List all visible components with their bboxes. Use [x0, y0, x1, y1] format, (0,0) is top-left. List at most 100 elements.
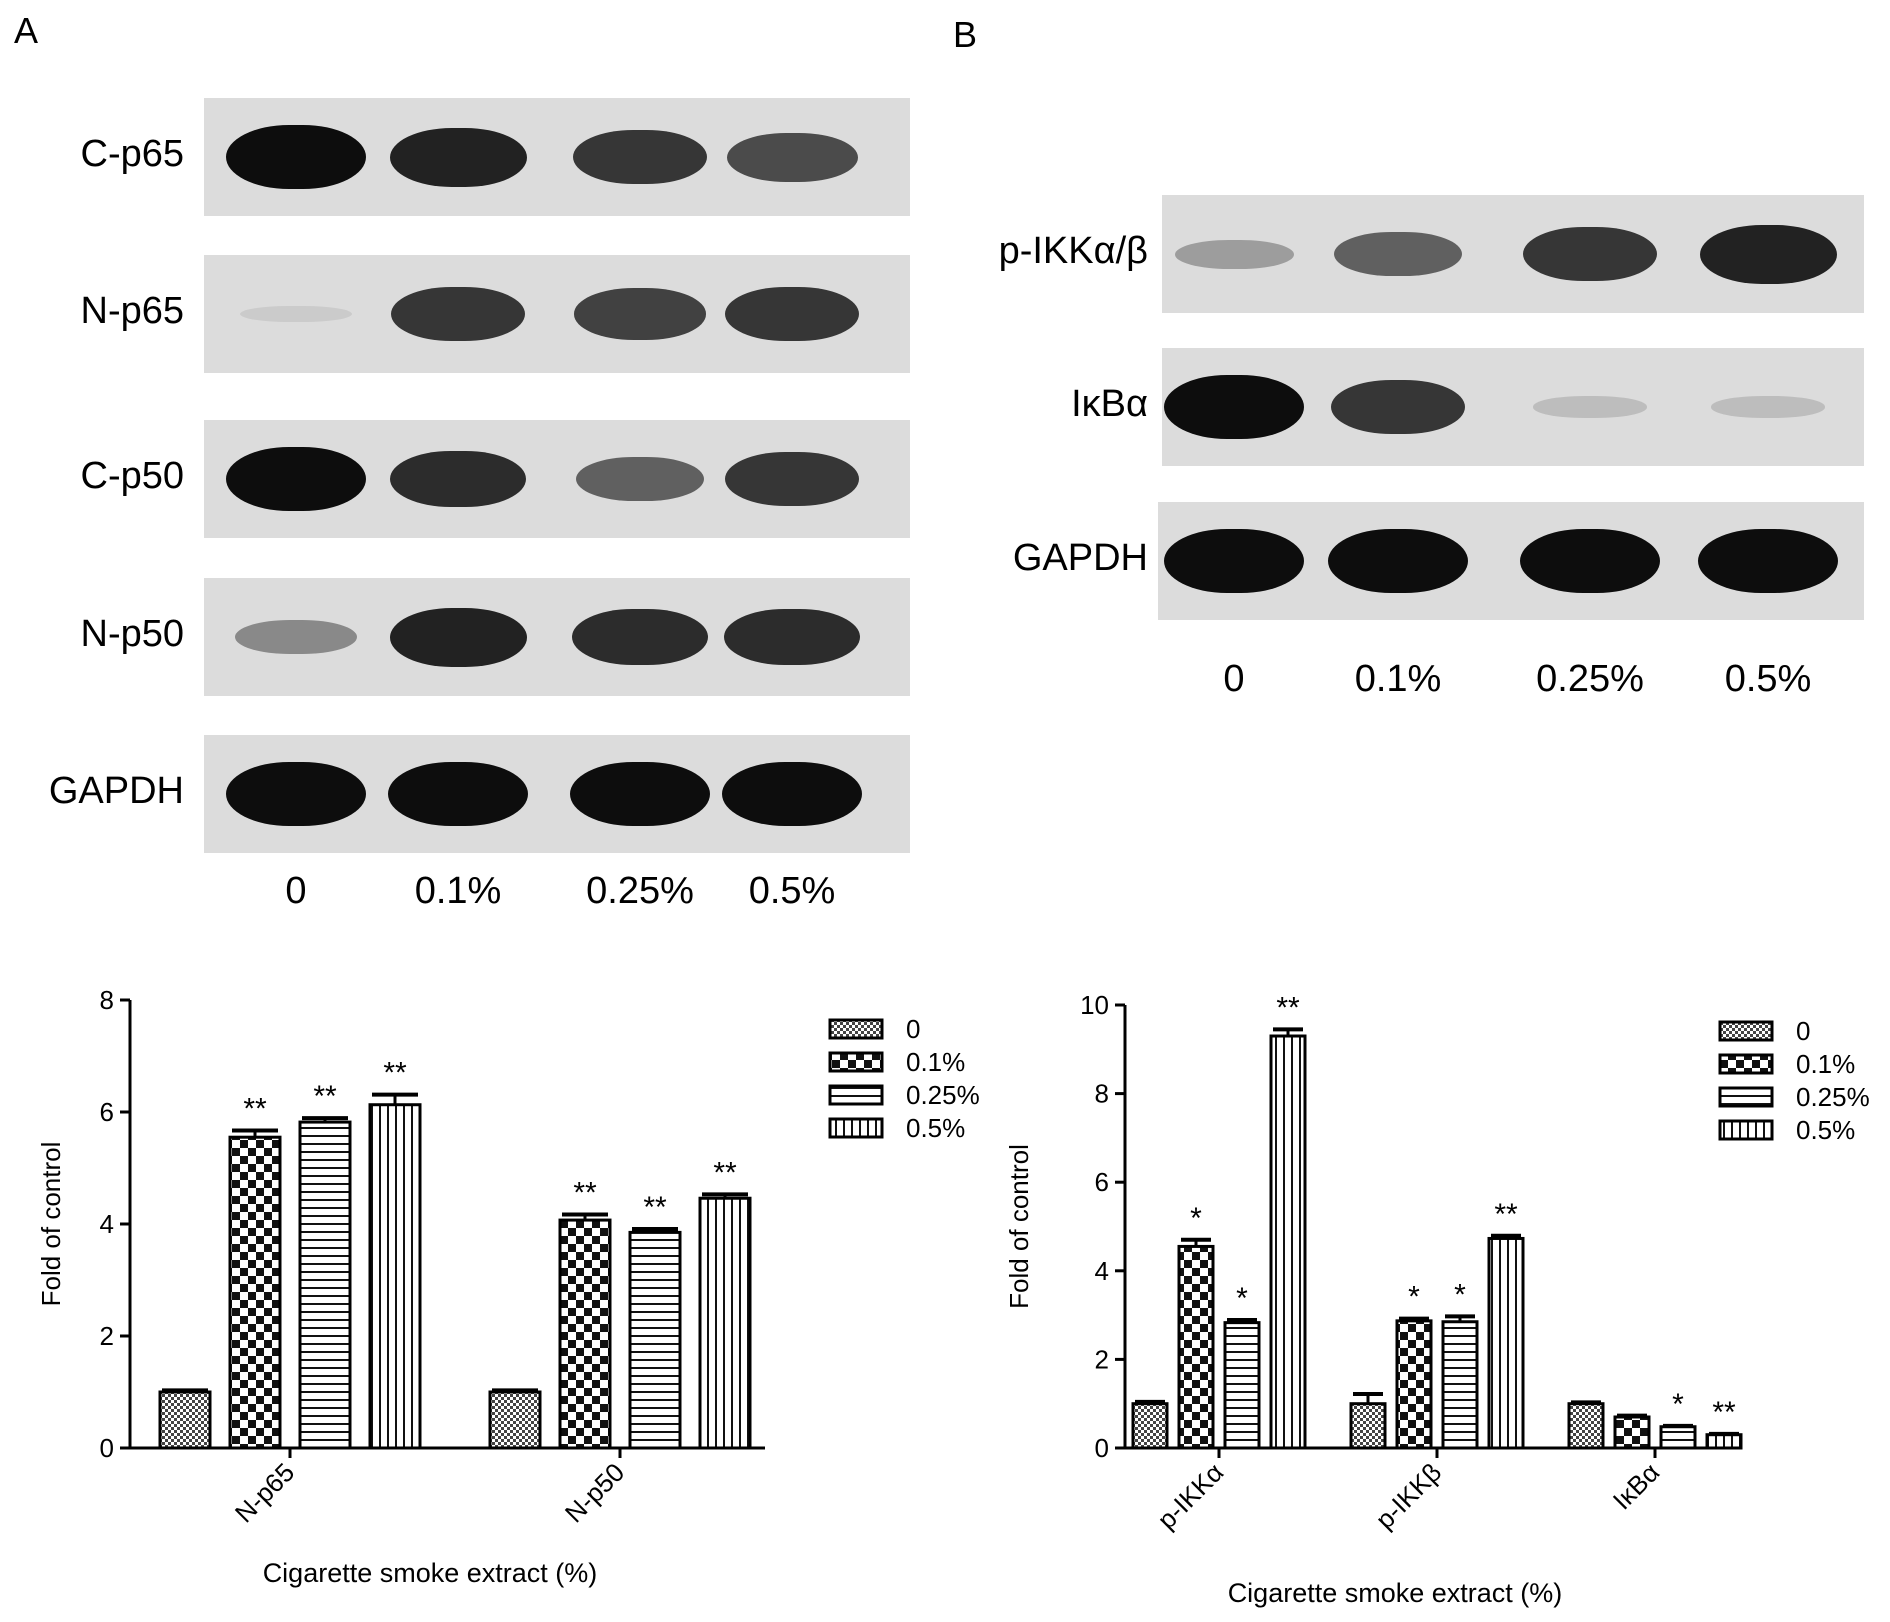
blot-band [572, 608, 708, 666]
significance-label: ** [573, 1176, 597, 1209]
bar [1349, 1402, 1387, 1450]
blot-row-label: C-p65 [80, 133, 185, 175]
blot-band [1328, 529, 1468, 593]
blot-band [1698, 529, 1838, 593]
bar [1441, 1320, 1479, 1450]
blot-band [389, 127, 527, 187]
significance-label: * [1408, 1281, 1420, 1314]
lane-label: 0 [285, 870, 307, 912]
bar [558, 1218, 612, 1450]
blot-band [1699, 224, 1837, 284]
bar [1223, 1321, 1261, 1450]
significance-label: ** [1494, 1198, 1518, 1231]
blot-row-label: C-p50 [80, 455, 185, 497]
y-tick-label: 4 [100, 1209, 114, 1239]
legend-swatch [1718, 1053, 1774, 1075]
x-axis-label: Cigarette smoke extract (%) [1228, 1578, 1563, 1608]
y-axis-label: Fold of control [1004, 1144, 1034, 1309]
bar [368, 1103, 422, 1450]
blot-strip [1162, 348, 1864, 466]
blot-band [390, 450, 526, 508]
blot-band [722, 762, 862, 826]
bar-chart-b: 0 2 4 6 8 10 Fold of control Cigarette smoke ex… [1004, 990, 1870, 1608]
bar [1705, 1433, 1743, 1450]
significance-label: ** [243, 1092, 267, 1125]
blot-band [1331, 380, 1465, 434]
legend-label: 0 [906, 1014, 920, 1044]
category-label: IκBα [1607, 1457, 1665, 1515]
blot-band [573, 130, 707, 184]
blot-band [724, 608, 860, 666]
legend-label: 0 [1796, 1016, 1810, 1046]
blot-strip [204, 578, 910, 696]
bar [158, 1390, 212, 1450]
bar [228, 1135, 282, 1450]
y-tick-label: 2 [1095, 1344, 1109, 1374]
bar [628, 1230, 682, 1450]
y-tick-label: 6 [1095, 1167, 1109, 1197]
blot-row-label: GAPDH [48, 770, 184, 812]
blot-band [226, 447, 366, 511]
legend-swatch [828, 1084, 884, 1106]
blot-strip [204, 98, 910, 216]
bar [1269, 1034, 1307, 1450]
x-axis-label: Cigarette smoke extract (%) [263, 1558, 598, 1588]
significance-label: * [1236, 1282, 1248, 1315]
blot-row-label: N-p65 [80, 290, 185, 332]
blot-band [226, 762, 366, 826]
bar [298, 1120, 352, 1450]
y-tick-label: 2 [100, 1321, 114, 1351]
legend-label: 0.1% [1796, 1049, 1855, 1079]
legend-label: 0.1% [906, 1047, 965, 1077]
blot-band [726, 132, 858, 182]
bar [1567, 1402, 1605, 1450]
bar [1177, 1244, 1215, 1450]
blot-strip [204, 735, 910, 853]
significance-label: ** [1712, 1396, 1736, 1429]
bar-chart-a: 0 2 4 6 8 Fold of control Cigarette smoke extr… [36, 985, 980, 1588]
y-tick-label: 0 [100, 1433, 114, 1463]
bar [1613, 1415, 1651, 1450]
blot-strip [204, 420, 910, 538]
blot-band [235, 620, 357, 654]
blot-band [391, 287, 525, 341]
blot-band [1174, 239, 1294, 269]
blot-row-label: GAPDH [1012, 537, 1148, 579]
blot-band [389, 607, 527, 667]
y-tick-label: 0 [1095, 1433, 1109, 1463]
blot-strip [204, 255, 910, 373]
blot-band [1532, 396, 1648, 418]
blot-band [1520, 529, 1660, 593]
y-axis-label: Fold of control [36, 1142, 66, 1307]
category-label: p-IKKβ [1369, 1457, 1447, 1535]
blot-row-label: IκBα [1071, 383, 1148, 425]
legend-swatch [1718, 1020, 1774, 1042]
blot-band [1523, 227, 1657, 281]
y-tick-label: 10 [1080, 990, 1109, 1020]
lane-label: 0.25% [1536, 658, 1644, 700]
blot-band [240, 305, 352, 323]
blot-row-label: p-IKKα/β [998, 230, 1148, 272]
significance-label: ** [313, 1080, 337, 1113]
legend-label: 0.5% [906, 1113, 965, 1143]
bar [698, 1196, 752, 1450]
y-tick-label: 8 [100, 985, 114, 1015]
blot-band [388, 762, 528, 826]
blot-band [576, 457, 704, 501]
significance-label: * [1672, 1388, 1684, 1421]
significance-label: ** [713, 1156, 737, 1189]
lane-label: 0.5% [748, 870, 836, 912]
significance-label: ** [383, 1057, 407, 1090]
blot-band [226, 125, 366, 189]
significance-label: ** [1276, 991, 1300, 1024]
bar [1395, 1319, 1433, 1450]
blot-band [1164, 375, 1304, 439]
lane-label: 0.25% [586, 870, 694, 912]
legend-swatch [1718, 1086, 1774, 1108]
legend-label: 0.25% [1796, 1082, 1870, 1112]
lane-label: 0.1% [414, 870, 502, 912]
bar [1487, 1236, 1525, 1450]
significance-label: * [1454, 1278, 1466, 1311]
blot-strip [1158, 502, 1864, 620]
panel-a-letter: A [14, 10, 39, 51]
